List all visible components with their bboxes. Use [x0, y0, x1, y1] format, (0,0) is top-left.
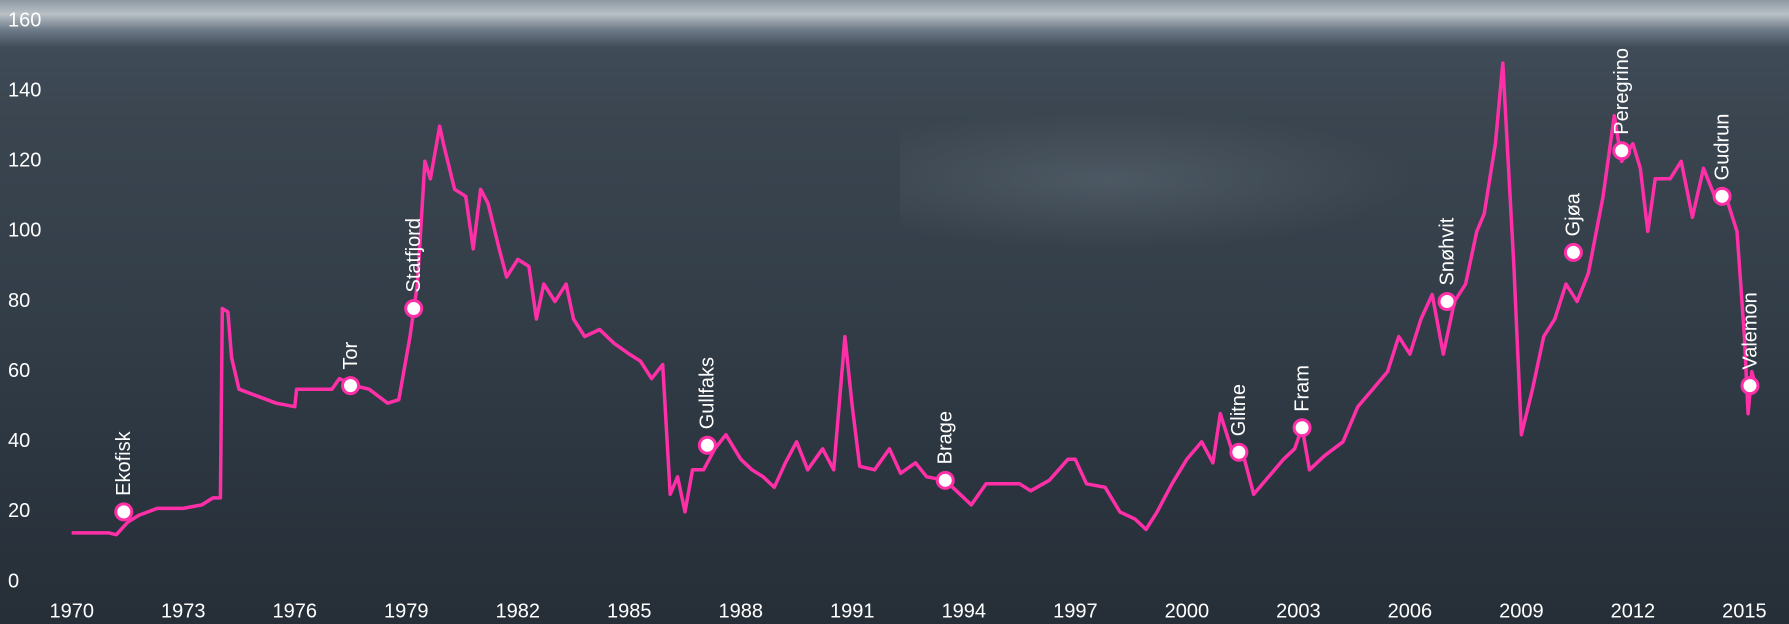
field-marker — [1231, 444, 1247, 460]
x-tick-label: 1970 — [49, 600, 94, 622]
field-marker — [1714, 188, 1730, 204]
field-marker — [343, 378, 359, 394]
x-tick-label: 1997 — [1053, 600, 1098, 622]
field-marker — [699, 437, 715, 453]
y-tick-label: 20 — [8, 500, 30, 522]
x-tick-label: 1982 — [496, 600, 541, 622]
field-label: Gullfaks — [697, 357, 719, 429]
y-tick-label: 100 — [8, 220, 41, 242]
y-tick-label: 120 — [8, 150, 41, 172]
y-tick-label: 140 — [8, 79, 41, 101]
x-tick-label: 2009 — [1499, 600, 1544, 622]
field-label: Snøhvit — [1436, 217, 1458, 285]
y-tick-label: 160 — [8, 9, 41, 31]
field-label: Statfjord — [403, 218, 425, 292]
price-line — [72, 63, 1756, 535]
x-tick-label: 2003 — [1276, 600, 1321, 622]
field-label: Fram — [1291, 365, 1313, 412]
field-marker — [1294, 420, 1310, 436]
x-tick-label: 2015 — [1722, 600, 1767, 622]
field-marker — [1565, 244, 1581, 260]
x-tick-label: 1976 — [273, 600, 318, 622]
field-label: Gudrun — [1711, 114, 1733, 181]
field-marker — [1439, 294, 1455, 310]
field-label: Glitne — [1228, 384, 1250, 436]
field-label: Valemon — [1739, 292, 1761, 369]
x-tick-label: 1979 — [384, 600, 429, 622]
x-tick-label: 1985 — [607, 600, 652, 622]
chart: 0 20 40 60 80 100 120 140 160 1970 1973 1976 1979 198… — [0, 0, 1789, 624]
field-marker — [937, 472, 953, 488]
field-label: Ekofisk — [113, 430, 135, 495]
x-tick-label: 1994 — [942, 600, 987, 622]
y-tick-label: 80 — [8, 290, 30, 312]
field-label: Peregrino — [1611, 48, 1633, 135]
x-tick-label: 2006 — [1388, 600, 1433, 622]
y-tick-label: 40 — [8, 430, 30, 452]
x-tick-label: 2012 — [1611, 600, 1656, 622]
y-tick-label: 60 — [8, 360, 30, 382]
field-label: Gjøa — [1563, 192, 1585, 236]
x-tick-label: 2000 — [1165, 600, 1210, 622]
field-label: Tor — [340, 342, 362, 370]
field-marker — [406, 301, 422, 317]
field-marker — [1614, 143, 1630, 159]
y-tick-label: 0 — [8, 570, 19, 592]
field-marker — [116, 504, 132, 520]
x-tick-label: 1973 — [161, 600, 206, 622]
x-tick-label: 1988 — [719, 600, 764, 622]
chart-background: 0 20 40 60 80 100 120 140 160 1970 1973 1976 1979 198… — [0, 0, 1789, 624]
field-label: Brage — [935, 411, 957, 464]
x-tick-label: 1991 — [830, 600, 875, 622]
field-marker — [1742, 378, 1758, 394]
